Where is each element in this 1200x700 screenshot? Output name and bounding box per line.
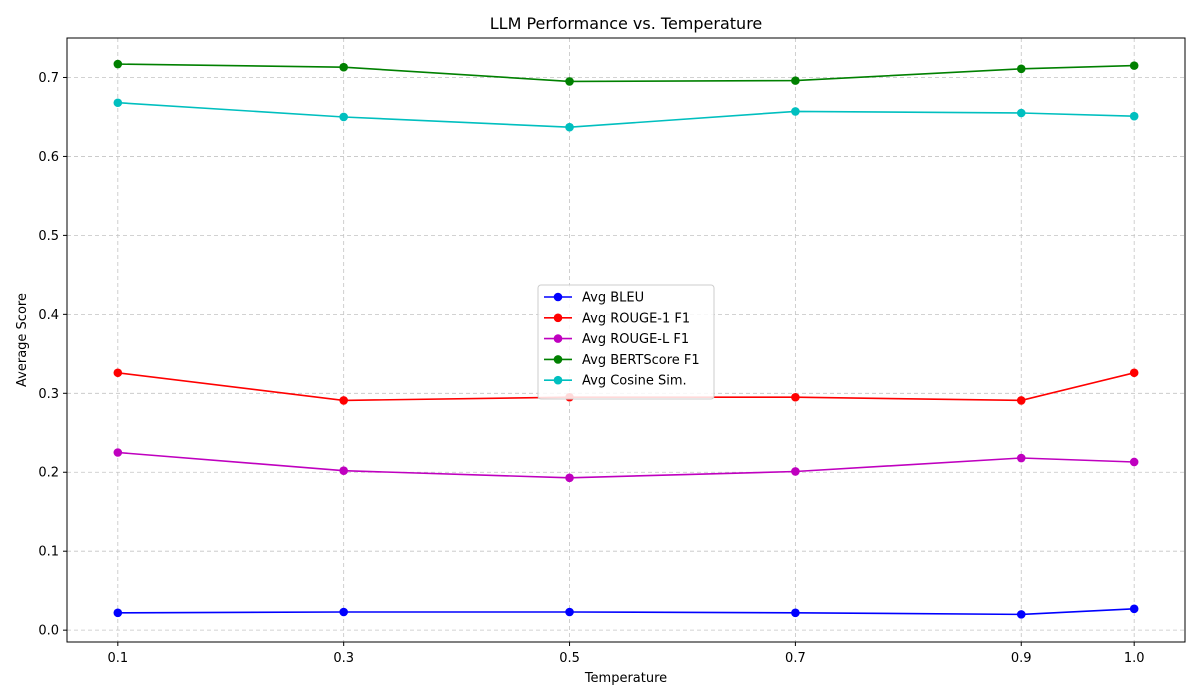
y-tick-label: 0.1 bbox=[38, 545, 59, 560]
data-point bbox=[1129, 111, 1139, 121]
data-point bbox=[1016, 453, 1026, 463]
data-point bbox=[339, 62, 348, 72]
data-point bbox=[1016, 610, 1026, 619]
legend-label: Avg ROUGE-1 F1 bbox=[582, 311, 690, 326]
legend-label: Avg ROUGE-L F1 bbox=[582, 332, 689, 347]
legend-marker bbox=[553, 355, 563, 364]
data-point bbox=[1016, 108, 1026, 118]
data-point bbox=[1129, 457, 1139, 467]
data-point bbox=[565, 77, 574, 86]
data-point bbox=[113, 368, 123, 378]
data-point bbox=[339, 607, 348, 617]
y-tick-label: 0.2 bbox=[38, 466, 59, 481]
plot-frame bbox=[66, 37, 1186, 643]
data-point bbox=[113, 608, 123, 618]
data-point bbox=[339, 466, 348, 475]
legend-marker bbox=[553, 375, 563, 385]
x-tick-label: 0.9 bbox=[1011, 651, 1032, 666]
data-point bbox=[565, 473, 574, 483]
y-axis: 0.0 0.1 0.2 0.3 0.4 0.5 0.6 0.7 bbox=[38, 71, 67, 639]
y-tick-label: 0.3 bbox=[38, 387, 59, 402]
series-line bbox=[117, 63, 1135, 83]
data-point bbox=[791, 392, 800, 402]
series-4 bbox=[113, 98, 1139, 132]
x-tick-label: 0.3 bbox=[333, 651, 354, 666]
series-line bbox=[117, 608, 1135, 616]
legend-label: Avg BLEU bbox=[582, 291, 644, 306]
data-point bbox=[1129, 604, 1139, 614]
data-point bbox=[113, 59, 123, 69]
chart-title: LLM Performance vs. Temperature bbox=[490, 14, 763, 33]
x-tick-label: 0.7 bbox=[785, 651, 806, 666]
y-axis-title: Average Score bbox=[15, 293, 30, 387]
x-tick-label: 0.1 bbox=[107, 651, 128, 666]
legend-box bbox=[537, 284, 715, 400]
series-0 bbox=[113, 604, 1139, 619]
x-axis: 0.1 0.3 0.5 0.7 0.9 1.0 bbox=[107, 642, 1145, 666]
data-point bbox=[565, 607, 574, 617]
x-tick-label: 0.5 bbox=[559, 651, 580, 666]
series-2 bbox=[113, 448, 1139, 483]
x-axis-title: Temperature bbox=[584, 671, 667, 686]
legend: Avg BLEU Avg ROUGE-1 F1 Avg ROUGE-L F1 Avg … bbox=[537, 284, 715, 400]
series-line bbox=[117, 101, 1135, 129]
y-tick-label: 0.0 bbox=[38, 624, 59, 639]
data-point bbox=[791, 107, 800, 116]
data-point bbox=[791, 608, 800, 618]
data-point bbox=[1016, 396, 1026, 405]
legend-label: Avg BERTScore F1 bbox=[582, 353, 700, 368]
grid bbox=[67, 38, 1185, 642]
data-point bbox=[565, 122, 574, 132]
legend-marker bbox=[553, 334, 563, 343]
data-point bbox=[1129, 61, 1139, 70]
y-tick-label: 0.6 bbox=[38, 150, 59, 165]
data-point bbox=[113, 98, 123, 108]
y-tick-label: 0.5 bbox=[38, 229, 59, 244]
legend-marker bbox=[553, 313, 563, 323]
y-tick-label: 0.7 bbox=[38, 71, 59, 86]
y-tick-label: 0.4 bbox=[38, 308, 59, 323]
data-point bbox=[339, 112, 348, 122]
legend-label: Avg Cosine Sim. bbox=[582, 374, 687, 389]
series-3 bbox=[113, 59, 1139, 86]
legend-marker bbox=[553, 292, 563, 302]
x-tick-label: 1.0 bbox=[1124, 651, 1145, 666]
data-point bbox=[791, 76, 800, 85]
data-point bbox=[1129, 368, 1139, 378]
data-point bbox=[1016, 64, 1026, 74]
data-point bbox=[791, 467, 800, 476]
data-point bbox=[339, 396, 348, 405]
data-point bbox=[113, 448, 123, 457]
series-line bbox=[117, 451, 1135, 479]
